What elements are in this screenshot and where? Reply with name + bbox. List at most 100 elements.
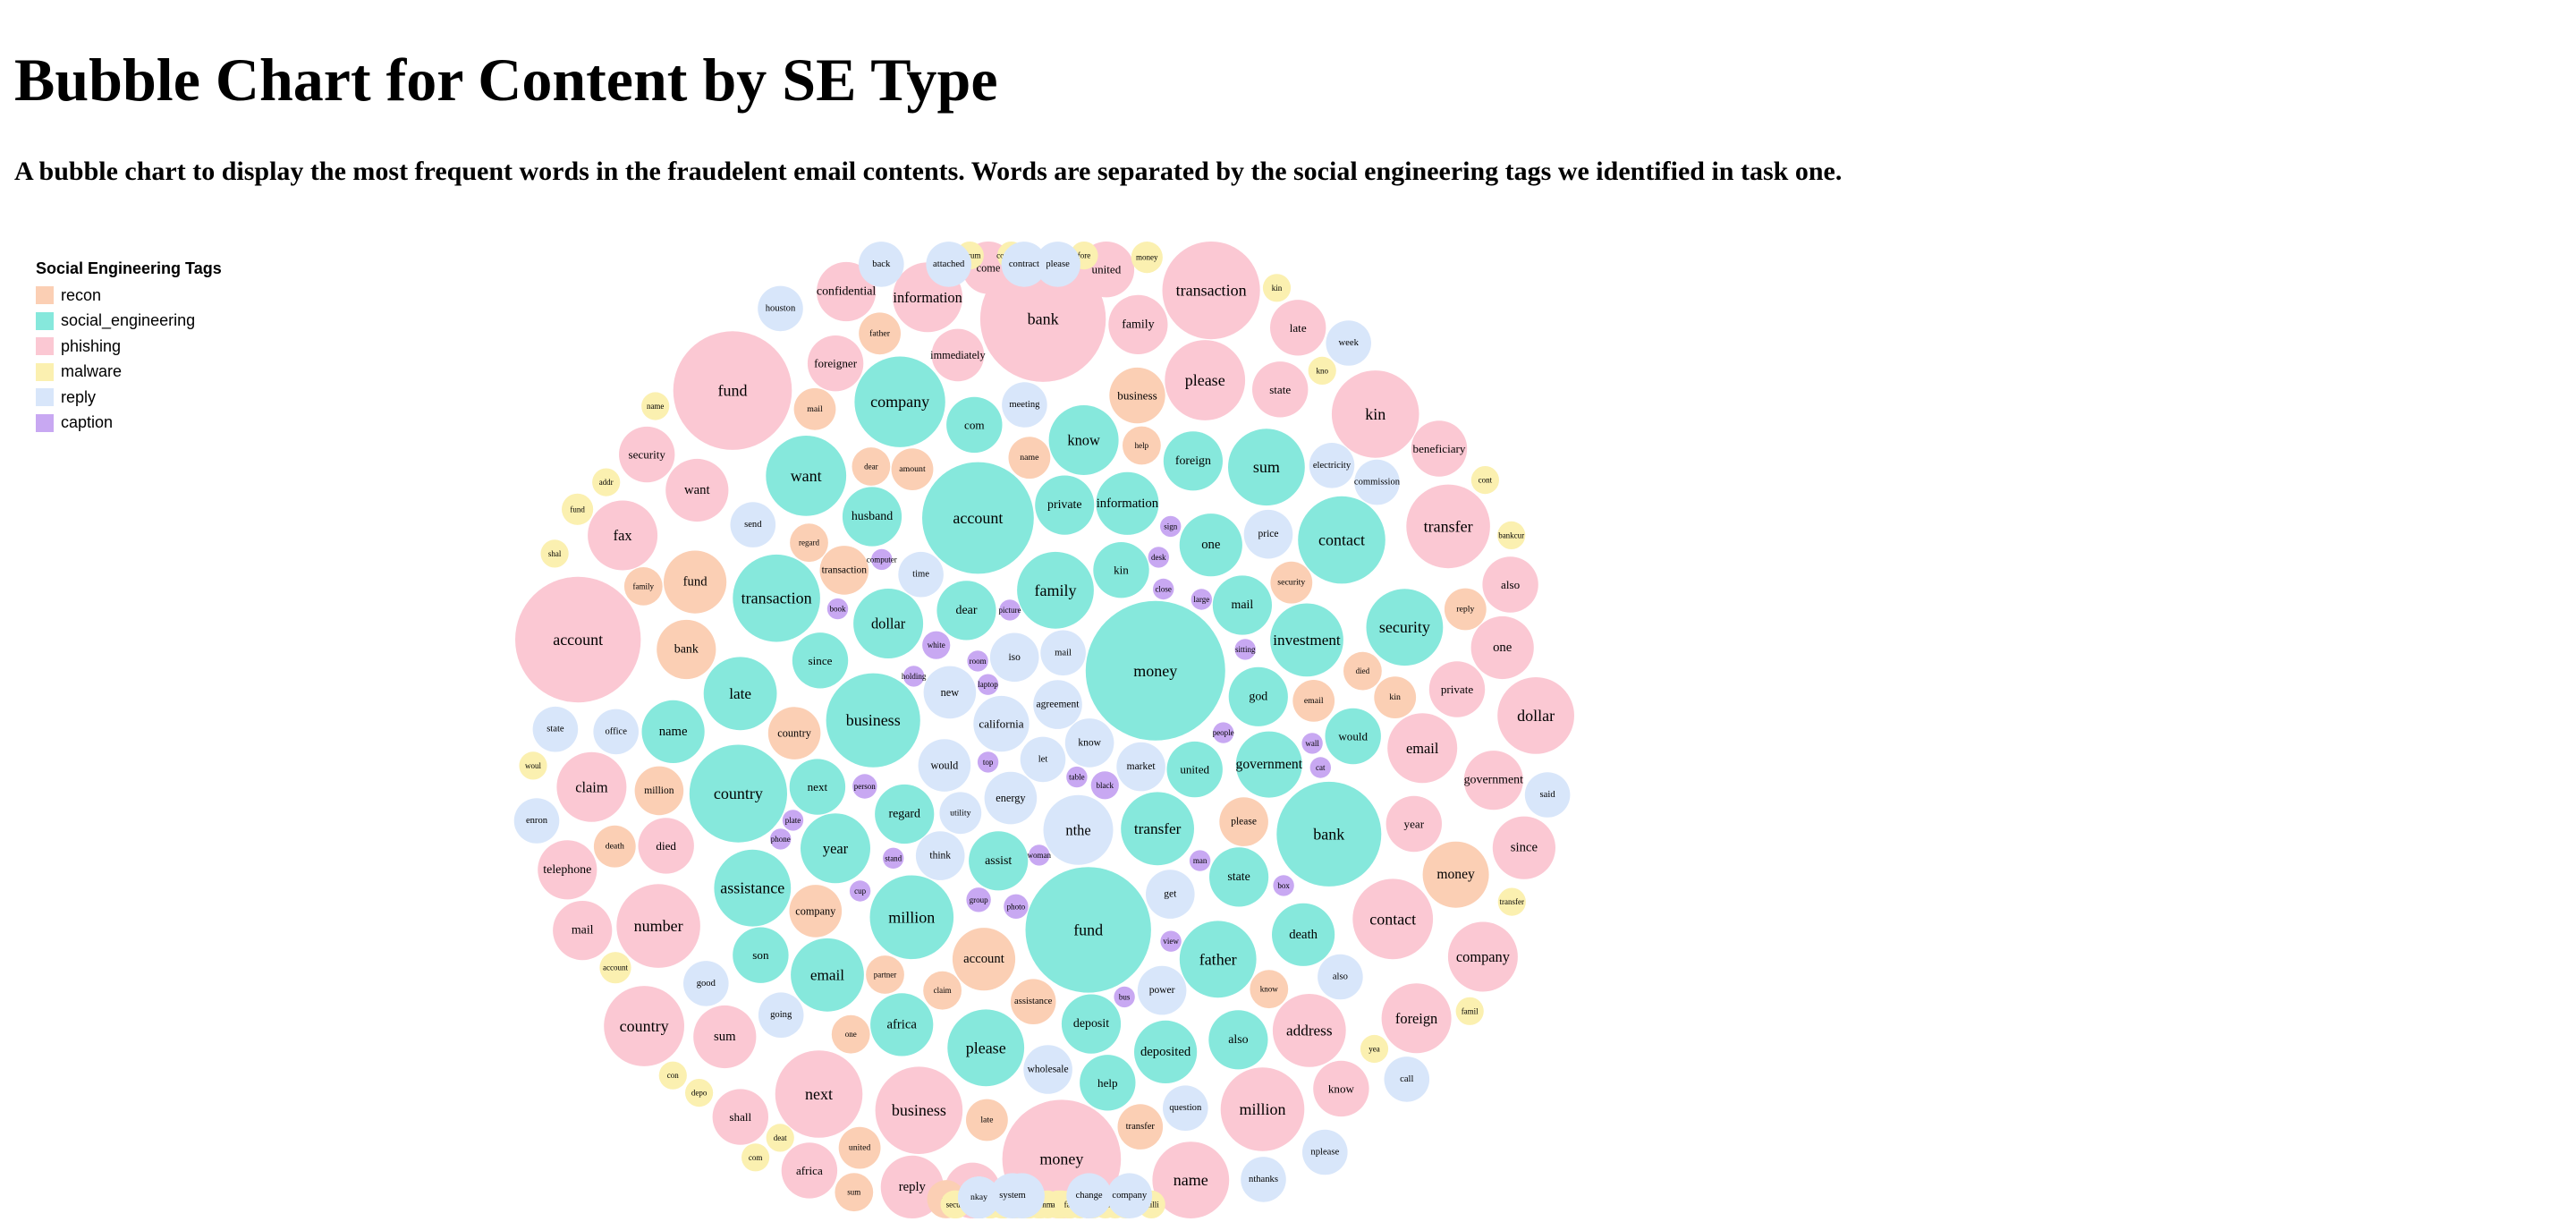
bubble-circle — [553, 901, 613, 961]
bubble-circle — [807, 335, 864, 392]
bubble-label: also — [1228, 1033, 1248, 1047]
bubble-circle — [1209, 847, 1269, 907]
bubble-label: name — [659, 725, 688, 739]
bubble-caption-cat: cat — [1309, 757, 1332, 778]
bubble-circle — [789, 885, 843, 938]
bubble-caption-white: white — [922, 631, 951, 659]
bubble-circle — [1360, 1034, 1389, 1064]
bubble-label: investment — [1273, 632, 1341, 649]
bubble-social-engineering-money: money — [1085, 600, 1225, 741]
legend-label: caption — [61, 413, 114, 432]
bubble-circle — [936, 581, 996, 641]
bubble-phishing-state: state — [1252, 361, 1309, 418]
bubble-recon-company: company — [789, 885, 843, 938]
bubble-circle — [819, 546, 869, 595]
bubble-circle — [1411, 420, 1468, 477]
bubble-label: also — [1333, 972, 1348, 982]
bubble-circle — [1166, 741, 1223, 798]
bubble-malware-bankcur: bankcur — [1497, 521, 1526, 550]
bubble-label: kin — [1389, 692, 1401, 702]
bubble-recon-money: money — [1422, 841, 1489, 908]
bubble-label: new — [941, 686, 960, 699]
bubble-label: back — [872, 259, 891, 269]
bubble-label: death — [606, 842, 624, 852]
bubble-circle — [989, 1173, 1036, 1218]
bubble-label: know — [1260, 985, 1279, 994]
bubble-label: time — [912, 570, 929, 580]
bubble-reply-wholesale: wholesale — [1023, 1045, 1072, 1094]
bubble-label: security — [1277, 578, 1305, 588]
bubble-circle — [1162, 242, 1260, 340]
bubble-social-engineering-fund: fund — [1025, 867, 1151, 993]
bubble-circle — [623, 567, 663, 606]
bubble-reply-nthe: nthe — [1043, 794, 1114, 865]
bubble-circle — [1010, 979, 1056, 1024]
bubble-reply-california: california — [973, 695, 1030, 752]
bubble-phishing-claim: claim — [556, 751, 627, 822]
bubble-malware-kin: kin — [1262, 274, 1292, 302]
bubble-label: know — [1328, 1082, 1355, 1095]
bubble-circle — [1422, 841, 1489, 908]
bubble-label: bank — [674, 643, 699, 657]
bubble-circle — [838, 1126, 881, 1169]
bubble-social-engineering-late: late — [703, 657, 777, 731]
bubble-social-engineering-name: name — [641, 700, 705, 764]
bubble-circle — [1354, 459, 1400, 505]
bubble-phishing-fund: fund — [673, 331, 792, 450]
bubble-social-engineering-assistance: assistance — [714, 849, 792, 927]
bubble-recon-claim: claim — [923, 971, 962, 1010]
bubble-label: deat — [774, 1133, 787, 1142]
bubble-label: people — [1213, 728, 1234, 737]
bubble-label: please — [966, 1039, 1006, 1057]
bubble-label: send — [744, 520, 762, 530]
bubble-phishing-year: year — [1385, 795, 1443, 853]
bubble-label: government — [1464, 774, 1523, 787]
bubble-label: group — [970, 895, 988, 904]
bubble-circle — [969, 831, 1029, 891]
bubble-reply-iso: iso — [989, 632, 1039, 683]
bubble-label: california — [979, 717, 1023, 731]
bubble-circle — [946, 396, 1003, 454]
bubble-circle — [1208, 1010, 1268, 1070]
bubble-circle — [883, 847, 904, 869]
bubble-circle — [1276, 781, 1382, 887]
bubble-label: africa — [886, 1017, 917, 1031]
bubble-circle — [999, 599, 1021, 621]
bubble-phishing-beneficiary: beneficiary — [1411, 420, 1468, 477]
bubble-reply-back: back — [859, 242, 904, 287]
bubble-label: money — [1436, 867, 1475, 882]
bubble-label: assistance — [720, 879, 784, 897]
bubble-malware-shal: shal — [540, 539, 569, 568]
bubble-label: name — [1174, 1171, 1208, 1189]
bubble-label: immediately — [930, 349, 986, 361]
page-subtitle: A bubble chart to display the most frequ… — [14, 157, 1843, 186]
bubble-label: yea — [1368, 1045, 1380, 1054]
bubble-circle — [712, 1089, 768, 1145]
bubble-circle — [817, 261, 877, 322]
bubble-circle — [871, 548, 893, 571]
bubble-circle — [714, 849, 792, 927]
bubble-phishing-shall: shall — [712, 1089, 768, 1145]
bubble-circle — [1191, 589, 1213, 610]
bubble-recon-one: one — [831, 1014, 870, 1054]
bubble-phishing-died: died — [638, 818, 694, 874]
bubble-label: company — [795, 904, 836, 917]
legend-swatch — [36, 413, 54, 432]
bubble-label: cup — [854, 887, 866, 895]
bubble-label: com — [964, 418, 985, 431]
bubble-caption-group: group — [966, 887, 991, 912]
bubble-label: dollar — [871, 615, 906, 632]
bubble-social-engineering-also: also — [1208, 1010, 1268, 1070]
bubble-reply-utility: utility — [939, 792, 982, 835]
bubble-circle — [902, 666, 925, 687]
bubble-caption-table: table — [1066, 766, 1088, 788]
bubble-reply-think: think — [915, 831, 965, 880]
bubble-label: woul — [525, 761, 541, 770]
bubble-reply-price: price — [1243, 509, 1293, 559]
bubble-label: nkay — [970, 1192, 987, 1202]
bubble-circle — [1470, 615, 1534, 680]
bubble-label: died — [1356, 666, 1370, 675]
bubble-label: good — [697, 979, 716, 989]
bubble-caption-room: room — [967, 650, 988, 672]
bubble-label: know — [1078, 737, 1101, 748]
